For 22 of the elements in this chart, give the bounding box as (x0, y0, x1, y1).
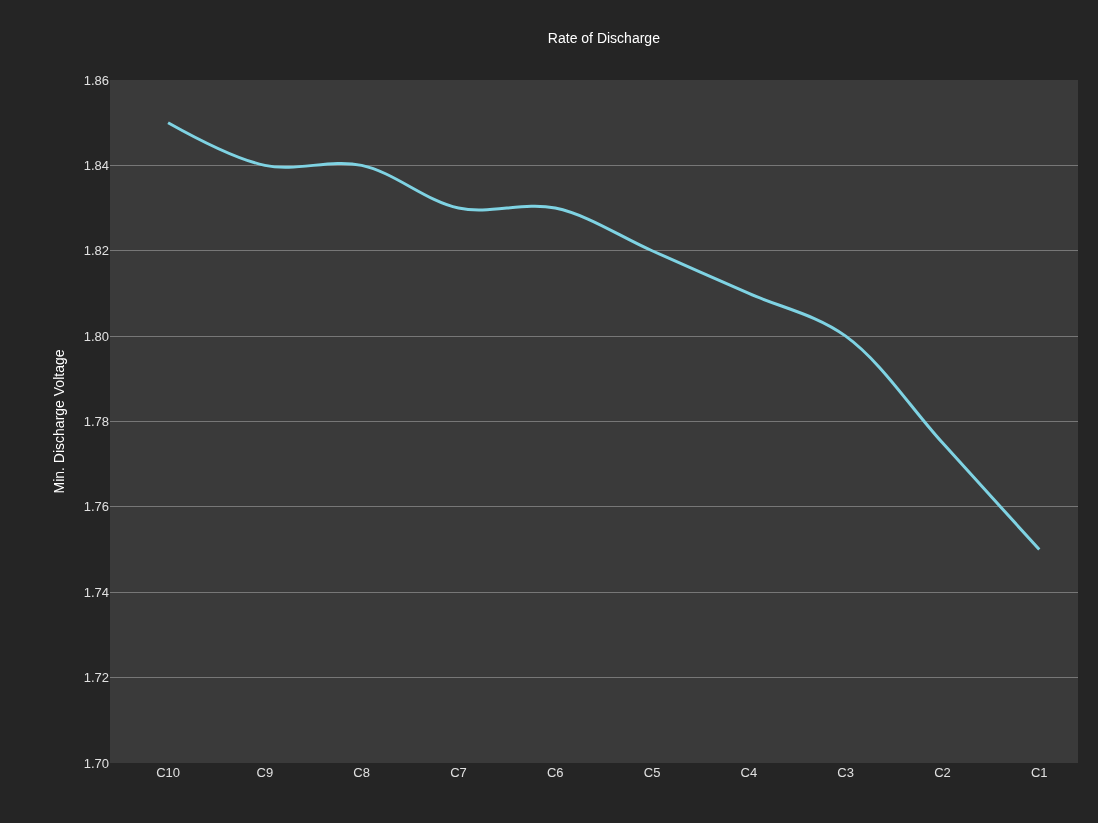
y-axis-title: Min. Discharge Voltage (51, 349, 68, 494)
y-tick-label: 1.80 (83, 328, 109, 344)
y-tick-label: 1.84 (83, 157, 109, 173)
y-tick-label: 1.82 (83, 243, 109, 259)
x-tick-label: C7 (450, 765, 467, 780)
x-tick-label: C3 (837, 765, 854, 780)
y-tick-label: 1.72 (83, 670, 109, 686)
y-tick-label: 1.86 (83, 72, 109, 88)
x-tick-label: C6 (546, 765, 564, 780)
y-tick-label: 1.74 (83, 584, 109, 600)
y-tick-label: 1.76 (83, 499, 109, 515)
x-tick-label: C5 (643, 765, 661, 780)
chart-title: Rate of Discharge (547, 29, 661, 46)
x-tick-label: C2 (934, 765, 951, 780)
y-tick-label: 1.78 (83, 414, 109, 430)
x-tick-label: C10 (156, 765, 181, 780)
y-tick-label: 1.70 (83, 755, 109, 771)
x-tick-label: C9 (256, 765, 274, 780)
line-series (166, 121, 1041, 552)
x-tick-label: C4 (740, 765, 758, 780)
x-tick-label: C1 (1030, 765, 1048, 780)
x-tick-label: C8 (353, 765, 370, 780)
